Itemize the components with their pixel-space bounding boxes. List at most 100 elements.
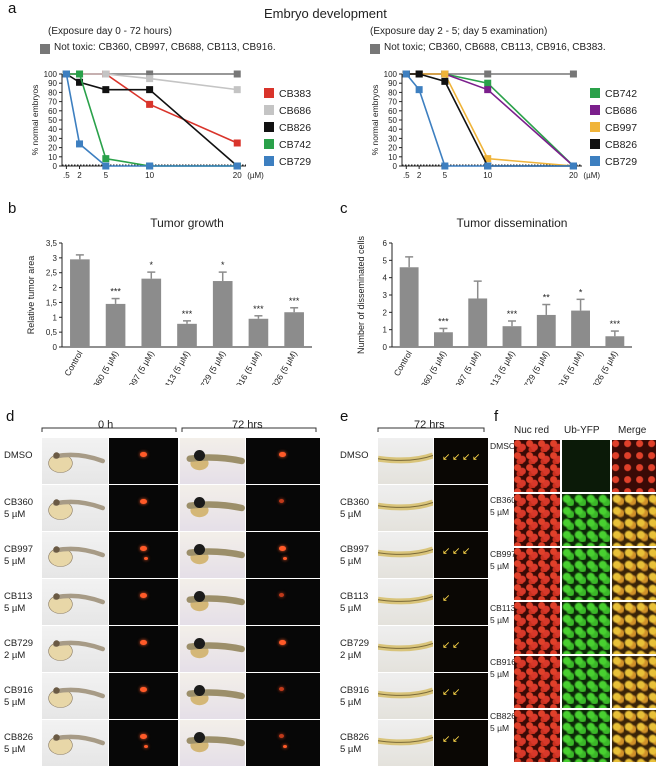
- x-tick-label: 5: [104, 171, 109, 180]
- bar: [571, 310, 590, 347]
- e-row-label-compound: CB729: [340, 638, 370, 649]
- d-row-label-dose: 5 µM: [4, 603, 26, 614]
- legend-swatch: [264, 105, 274, 115]
- y-tick-label: 3,5: [46, 239, 58, 248]
- e-col-header: 72 hrs: [414, 419, 445, 431]
- e-row-label-dose: 5 µM: [340, 744, 362, 755]
- y-tick-label: 1: [53, 313, 58, 322]
- f-image-4-1: [562, 656, 610, 708]
- a-right-nottoxic-swatch: [370, 44, 380, 54]
- tail-icon: [378, 687, 433, 699]
- d-image-2-2: [180, 532, 245, 578]
- y-tick-label: 40: [388, 125, 397, 134]
- body: [186, 736, 245, 747]
- f-row-label: CB360 5 µM: [490, 494, 516, 518]
- y-tick-label: 90: [48, 79, 57, 88]
- y-tick-label: 3: [53, 254, 58, 263]
- significance-label: ***: [507, 309, 518, 319]
- tail-icon: [378, 452, 433, 464]
- tumor-spot: [279, 639, 287, 646]
- eye: [53, 499, 60, 506]
- x-tick-label: CB113 (5 µM): [482, 349, 517, 385]
- arrow-icon: ↙: [442, 686, 451, 698]
- d-image-1-0: [42, 485, 108, 531]
- body: [186, 548, 245, 559]
- y-axis-label: Relative tumor area: [26, 256, 36, 335]
- embryo-icon: [186, 684, 245, 706]
- data-point: [484, 155, 492, 163]
- tumor-spot: [283, 745, 287, 749]
- data-point: [484, 79, 492, 87]
- a-right-nottoxic-text: Not toxic; CB360, CB688, CB113, CB916, C…: [384, 42, 606, 53]
- legend-swatch: [590, 105, 600, 115]
- body: [186, 595, 245, 606]
- data-point: [146, 86, 154, 94]
- tail-icon: [378, 546, 433, 558]
- x-tick-label: Control: [392, 349, 414, 378]
- d-row-label: CB997 5 µM: [4, 544, 33, 568]
- eye: [193, 637, 206, 649]
- tumor-spot: [140, 733, 148, 740]
- e-row-label-dose: 5 µM: [340, 697, 362, 708]
- y-tick-label: 30: [48, 134, 57, 143]
- d-image-6-0: [42, 720, 108, 766]
- data-point: [233, 70, 241, 78]
- eye: [193, 684, 206, 696]
- tumor-spot: [279, 498, 285, 503]
- bar: [70, 259, 90, 347]
- d-row-label: CB113 5 µM: [4, 591, 32, 615]
- d-row-label-dose: 5 µM: [4, 697, 26, 708]
- f-col-header-ubyfp: Ub-YFP: [564, 425, 600, 436]
- x-tick-label: 10: [145, 171, 154, 180]
- data-point: [484, 70, 492, 78]
- b-chart: Tumor growth 0 0,5 1 1,5 2 2,5 3 3,5 Relative tum…: [26, 216, 312, 385]
- legend-label: CB686: [279, 105, 311, 117]
- e-row-label-compound: CB360: [340, 497, 370, 508]
- bar: [141, 278, 162, 347]
- significance-label: *: [221, 260, 225, 270]
- legend-label: CB742: [279, 139, 311, 151]
- y-tick-label: 5: [383, 256, 388, 265]
- body: [186, 454, 245, 465]
- d-image-0-3: [246, 438, 320, 484]
- y-tick-label: 70: [388, 98, 397, 107]
- arrow-icon: ↙: [452, 639, 461, 651]
- f-row-label-dose: 5 µM: [490, 507, 510, 517]
- legend-label: CB826: [279, 122, 311, 134]
- data-point: [233, 139, 241, 147]
- f-image-3-1: [562, 602, 610, 654]
- legend-label: CB383: [279, 88, 311, 100]
- tumor-spot: [140, 592, 148, 599]
- tail-icon: [378, 499, 433, 511]
- y-tick-label: 4: [383, 274, 388, 283]
- y-tick-label: 2,5: [46, 269, 58, 278]
- tail-icon: [378, 734, 433, 746]
- bar: [105, 303, 126, 347]
- figure-title: Embryo development: [264, 6, 387, 21]
- d-row-label: CB916 5 µM: [4, 685, 33, 709]
- legend-label: CB742: [605, 88, 637, 100]
- e-image-4-0: [378, 626, 433, 672]
- e-row-label-dose: 5 µM: [340, 509, 362, 520]
- data-point: [146, 70, 154, 78]
- e-image-6-1: ↙ ↙: [434, 720, 488, 766]
- d-image-4-0: [42, 626, 108, 672]
- f-row-label: CB997 5 µM: [490, 548, 516, 572]
- data-point: [62, 70, 70, 78]
- x-tick-label: CB360 (5 µM): [85, 349, 120, 385]
- data-point: [146, 75, 154, 83]
- y-tick-label: 60: [48, 107, 57, 116]
- d-row-label-dose: 5 µM: [4, 509, 26, 520]
- d-image-4-1: [109, 626, 178, 672]
- bar: [468, 298, 488, 347]
- y-tick-label: 0,5: [46, 328, 58, 337]
- data-point: [402, 70, 410, 78]
- d-row-label-compound: CB729: [4, 638, 34, 649]
- d-row-label-compound: CB916: [4, 685, 34, 696]
- arrow-icon: ↙: [452, 733, 461, 745]
- e-row-label-dose: 2 µM: [340, 650, 362, 661]
- e-row-label-compound: CB916: [340, 685, 370, 696]
- y-axis-label: Number of disseminated cells: [356, 235, 366, 354]
- tumor-spot: [283, 557, 287, 561]
